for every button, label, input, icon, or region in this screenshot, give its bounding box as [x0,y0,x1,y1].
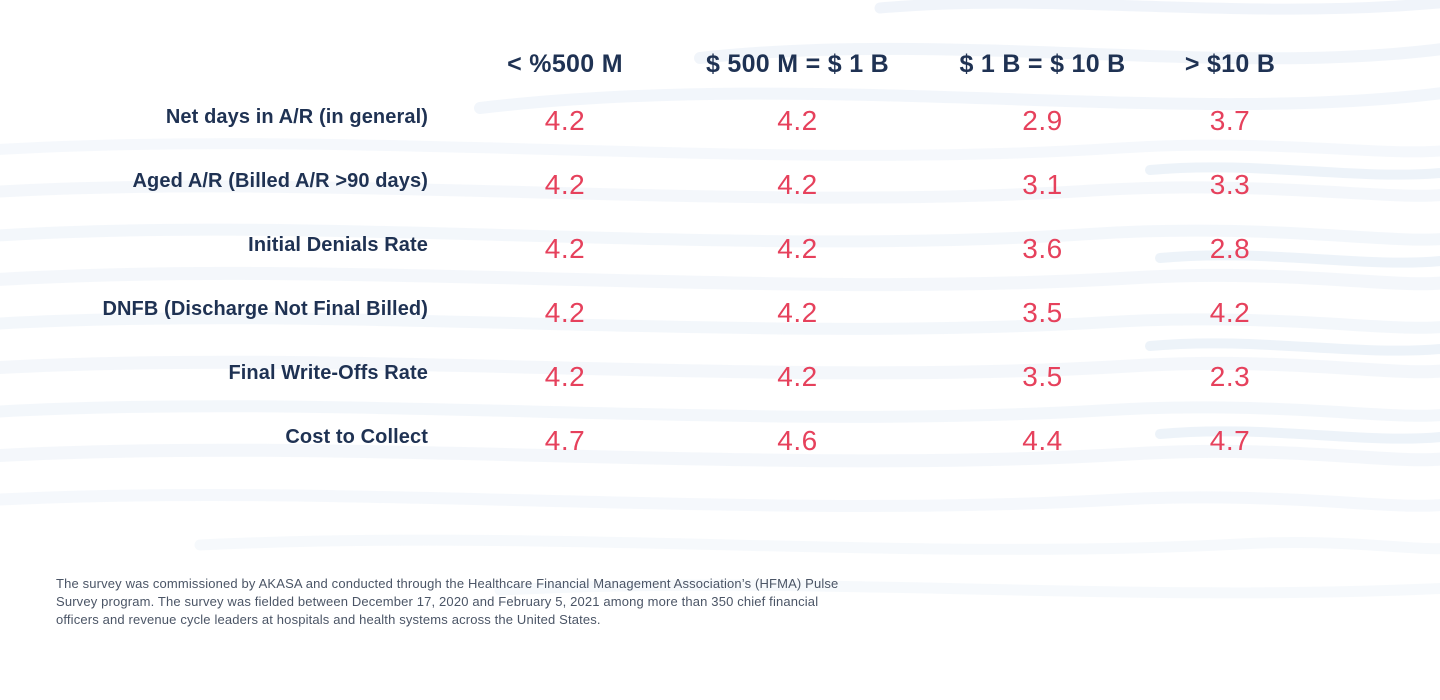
table-corner-spacer [0,43,430,85]
metric-value: 2.9 [1022,104,1063,136]
metric-value: 4.2 [544,360,586,392]
metric-label-aged-ar: Aged A/R (Billed A/R >90 days) [132,169,428,192]
metric-label-dnfb: DNFB (Discharge Not Final Billed) [102,297,428,320]
column-header-500m-1b: $ 500 M = $ 1 B [705,49,890,78]
metric-value: 4.4 [1022,424,1063,456]
metric-value: 3.7 [1209,104,1251,136]
metric-value: 4.2 [777,360,818,392]
metric-label-final-write-offs: Final Write-Offs Rate [228,361,428,384]
footnote-line: The survey was commissioned by AKASA and… [56,576,839,591]
footnote-line: officers and revenue cycle leaders at ho… [56,612,601,627]
metric-value: 2.3 [1209,360,1251,392]
metric-value: 4.2 [1209,296,1251,328]
metric-value: 4.2 [777,232,818,264]
metric-value: 3.5 [1022,360,1063,392]
metric-value: 4.2 [777,104,818,136]
metric-value: 4.6 [777,424,818,456]
metric-value: 4.2 [777,168,818,200]
metric-value: 4.2 [544,168,586,200]
column-header-over-10b: > $10 B [1184,49,1276,78]
metric-value: 4.7 [544,424,586,456]
metric-value: 4.2 [544,232,586,264]
metric-value: 4.7 [1209,424,1251,456]
metric-value: 4.2 [544,296,586,328]
footnote-line: Survey program. The survey was fielded b… [56,594,819,609]
metric-value: 3.3 [1209,168,1251,200]
column-header-1b-10b: $ 1 B = $ 10 B [959,49,1126,78]
revenue-band-metrics-table: < %500 M $ 500 M = $ 1 B $ 1 B = $ 10 B … [0,43,1276,469]
metric-label-cost-to-collect: Cost to Collect [285,425,428,448]
metric-label-net-days-ar: Net days in A/R (in general) [165,105,428,128]
column-header-under-500m: < %500 M [507,49,623,78]
metric-value: 3.1 [1022,168,1063,200]
metric-value: 4.2 [544,104,586,136]
metric-value: 3.5 [1022,296,1063,328]
metric-value: 4.2 [777,296,818,328]
metric-value: 3.6 [1022,232,1063,264]
metric-value: 2.8 [1209,232,1251,264]
metric-label-initial-denials: Initial Denials Rate [248,233,428,256]
survey-footnote: The survey was commissioned by AKASA and… [56,575,1016,629]
